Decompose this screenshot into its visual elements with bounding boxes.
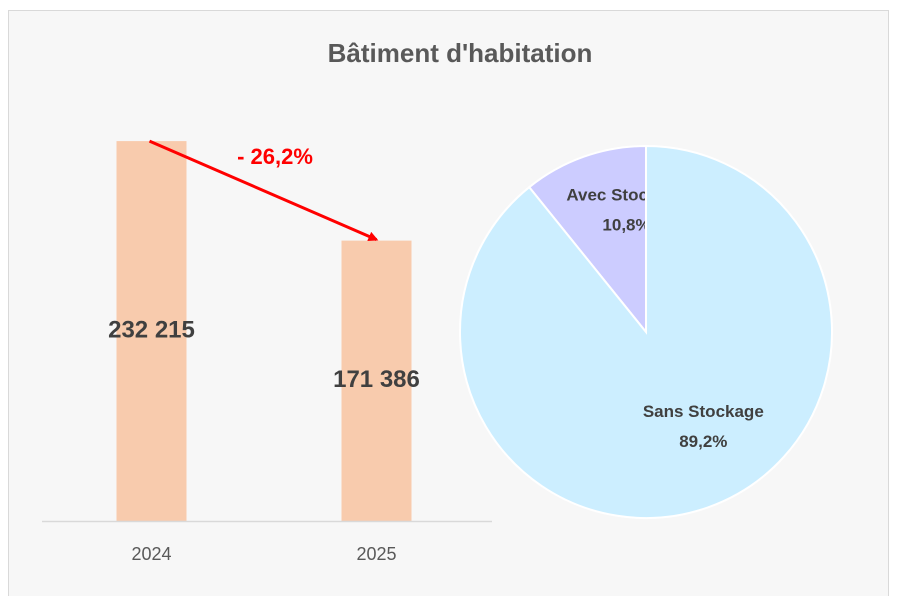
- bar: [116, 141, 187, 521]
- x-tick-label: 2024: [131, 544, 171, 564]
- data-label: 232 215: [108, 316, 195, 343]
- x-tick-label: 2025: [356, 544, 396, 564]
- bar: [341, 240, 412, 522]
- data-label: 171 386: [333, 366, 420, 393]
- pie-slice: [459, 144, 833, 519]
- annotation: - 26,2%: [237, 144, 313, 169]
- trend-arrow: [148, 139, 379, 242]
- slice-value: 10,8%: [602, 215, 650, 234]
- pie-slice: [527, 144, 647, 335]
- chart-title: Bâtiment d'habitation: [328, 38, 593, 68]
- slice-value: 89,2%: [679, 432, 727, 451]
- slice-label: Sans Stockage: [643, 402, 764, 421]
